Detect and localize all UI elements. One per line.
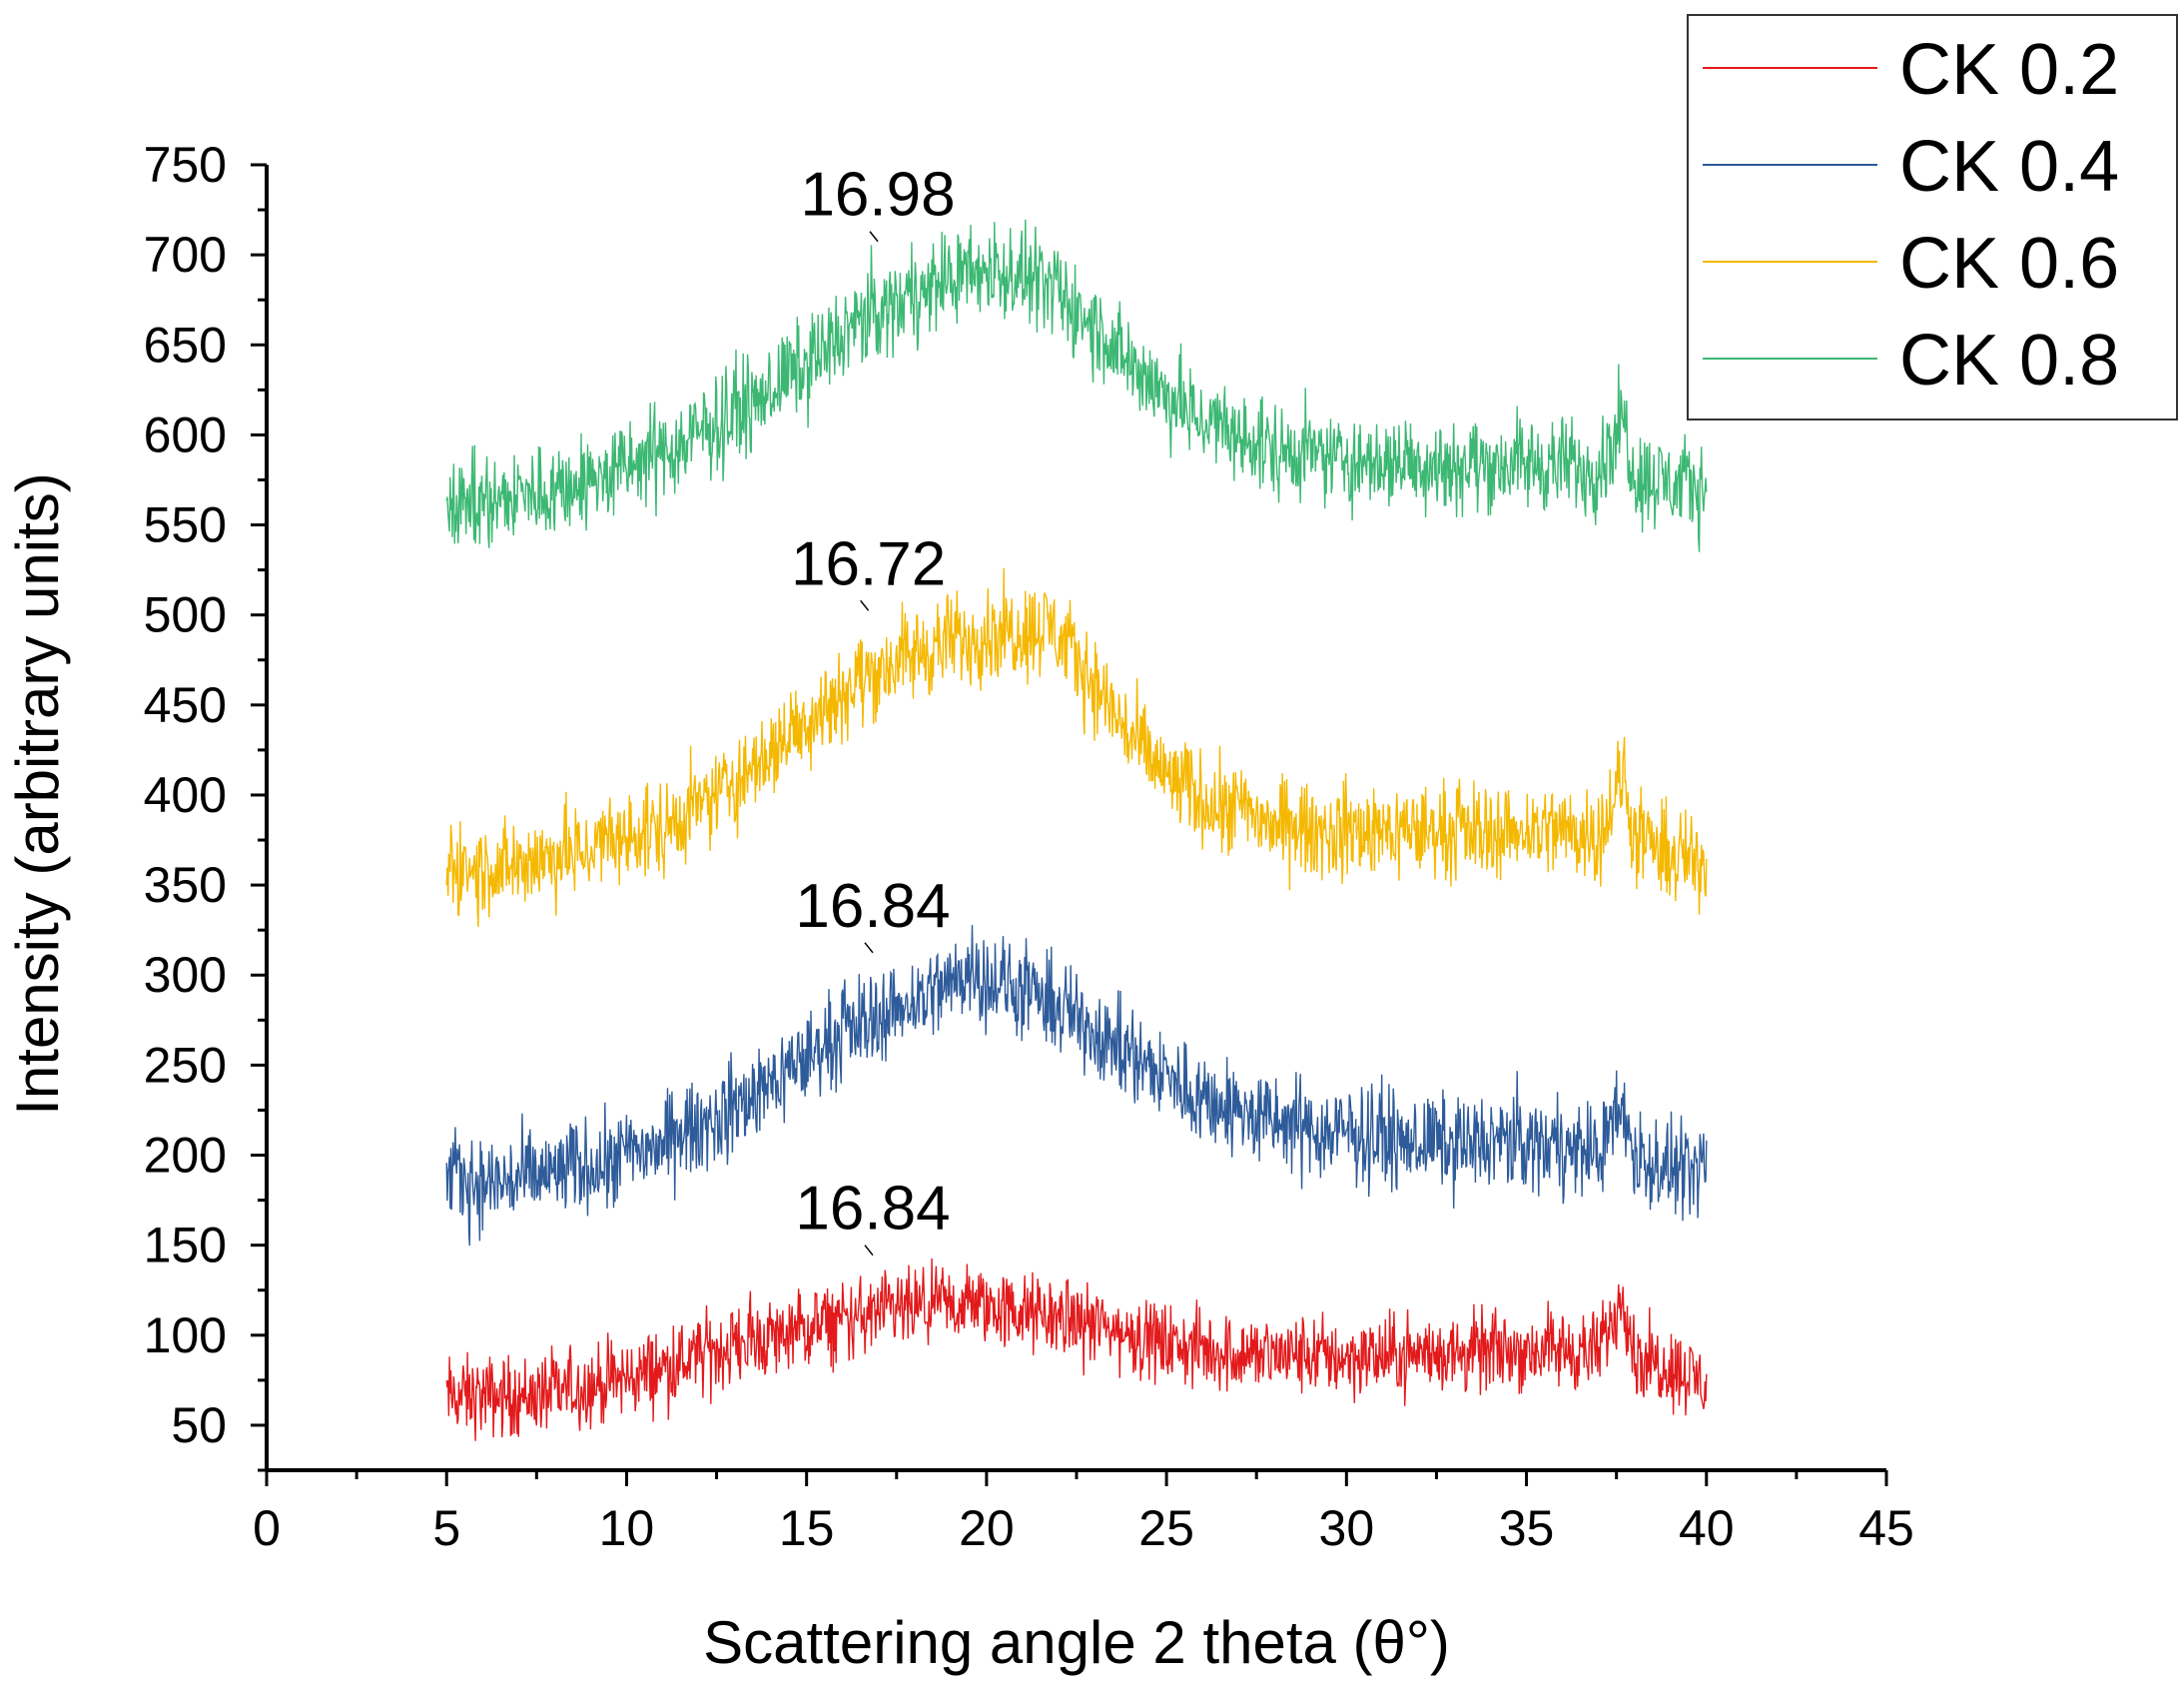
y-tick-label: 600 (144, 407, 227, 462)
series-line-ck-0-4 (445, 925, 1708, 1247)
legend: CK 0.2 CK 0.4 CK 0.6 CK 0.8 (1687, 14, 2178, 420)
x-tick-label: 0 (253, 1500, 281, 1556)
x-tick-label: 40 (1679, 1500, 1735, 1556)
y-tick-label: 400 (144, 767, 227, 823)
x-axis-title: Scattering angle 2 theta (θ°) (703, 1609, 1450, 1676)
x-tick-label: 20 (959, 1500, 1015, 1556)
series-line-ck-0-2 (445, 1258, 1708, 1441)
peak-annotation: 16.84 (795, 872, 950, 941)
annotation-layer: 16.98 16.72 16.84 16.84 (791, 161, 956, 1257)
y-tick-label: 700 (144, 227, 227, 283)
x-ticks: 0 5 10 15 20 25 30 35 40 45 (253, 1470, 1914, 1556)
x-tick-label: 15 (779, 1500, 835, 1556)
x-tick-label: 5 (432, 1500, 460, 1556)
axes: 0 5 10 15 20 25 30 35 40 45 50 100 150 200 250 300 350 4… (144, 137, 1914, 1556)
peak-annotation: 16.72 (791, 529, 946, 598)
y-tick-label: 300 (144, 947, 227, 1003)
y-tick-label: 500 (144, 587, 227, 643)
x-tick-label: 45 (1858, 1500, 1914, 1556)
legend-label: CK 0.6 (1899, 224, 2119, 304)
annotation-leader (860, 599, 870, 611)
y-ticks: 50 100 150 200 250 300 350 400 450 500 550 600 650 70… (144, 137, 267, 1472)
legend-box (1687, 14, 2178, 420)
annotation-leader (869, 231, 879, 243)
y-tick-label: 250 (144, 1037, 227, 1093)
annotation-leader (864, 1245, 874, 1257)
legend-label: CK 0.2 (1899, 30, 2119, 110)
y-tick-label: 550 (144, 497, 227, 553)
peak-annotation: 16.84 (795, 1175, 950, 1244)
plot-area: 16.98 16.72 16.84 16.84 (445, 161, 1708, 1441)
series-layer (445, 219, 1708, 1441)
x-tick-label: 35 (1499, 1500, 1555, 1556)
y-tick-label: 750 (144, 137, 227, 193)
series-line-ck-0-6 (445, 567, 1708, 927)
x-tick-label: 25 (1138, 1500, 1194, 1556)
peak-annotation: 16.98 (800, 161, 955, 230)
annotation-leader (864, 942, 874, 954)
y-tick-label: 450 (144, 677, 227, 733)
y-axis-title: Intensity (arbitrary units) (4, 472, 71, 1116)
x-tick-label: 30 (1319, 1500, 1375, 1556)
y-tick-label: 200 (144, 1128, 227, 1184)
x-tick-label: 10 (599, 1500, 655, 1556)
y-tick-label: 150 (144, 1218, 227, 1273)
legend-items: CK 0.2 CK 0.4 CK 0.6 CK 0.8 (1703, 30, 2119, 401)
y-tick-label: 650 (144, 317, 227, 373)
y-tick-label: 50 (171, 1397, 227, 1453)
series-line-ck-0-8 (445, 219, 1708, 552)
y-tick-label: 350 (144, 857, 227, 913)
legend-label: CK 0.8 (1899, 321, 2119, 401)
y-tick-label: 100 (144, 1307, 227, 1363)
legend-label: CK 0.4 (1899, 127, 2119, 207)
